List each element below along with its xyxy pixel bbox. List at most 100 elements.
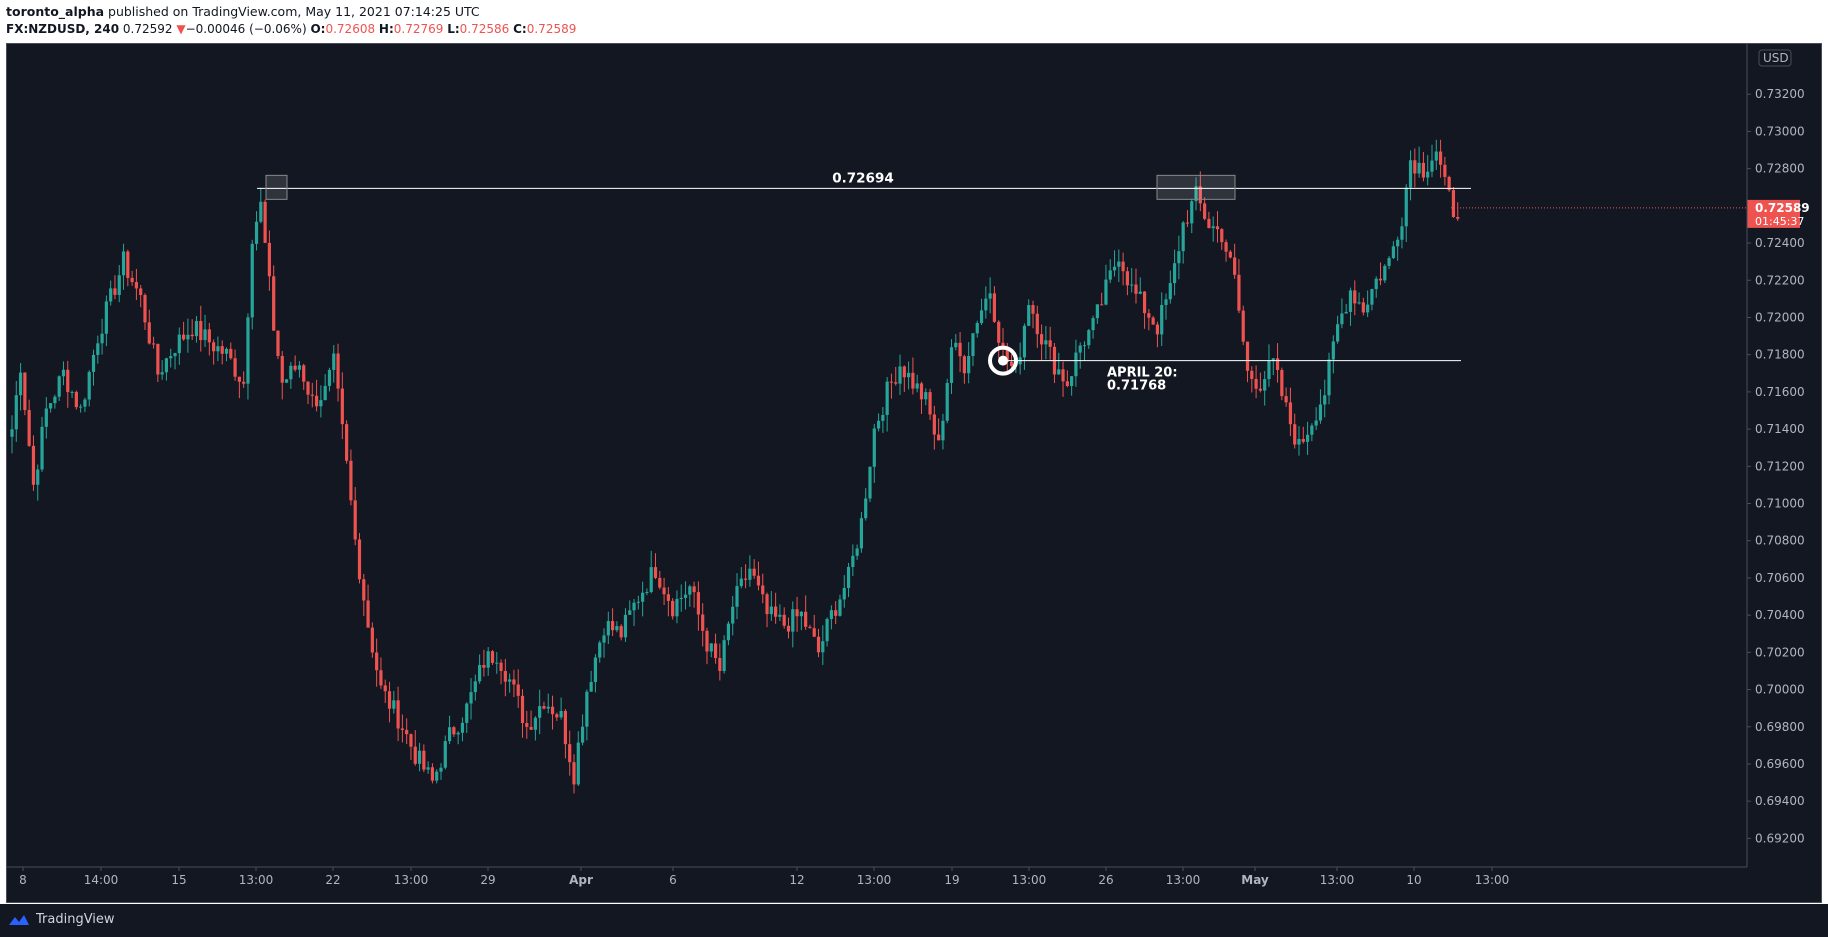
candle-up xyxy=(173,353,177,357)
candle-down xyxy=(1421,162,1426,178)
candle-up xyxy=(79,406,83,408)
candle-up xyxy=(585,691,589,727)
candle-down xyxy=(1155,324,1160,335)
candle-down xyxy=(276,330,280,357)
candle-up xyxy=(825,619,829,642)
candle-up xyxy=(679,597,683,599)
x-tick-label: 14:00 xyxy=(84,873,119,887)
candle-up xyxy=(1022,325,1027,358)
candle-down xyxy=(1447,176,1451,191)
tradingview-logo[interactable]: TradingView xyxy=(8,912,115,927)
author-username[interactable]: toronto_alpha xyxy=(6,4,105,19)
candle-up xyxy=(1211,226,1215,229)
candle-up xyxy=(589,682,593,692)
current-price-label: 0.72589 xyxy=(1755,201,1810,215)
candle-down xyxy=(139,288,143,296)
candle-up xyxy=(967,355,971,374)
candle-down xyxy=(1203,203,1207,219)
candle-up xyxy=(1172,263,1177,284)
candle-up xyxy=(1095,304,1099,319)
candle-down xyxy=(701,614,705,631)
candle-up xyxy=(907,372,911,378)
last-price: 0.72592 xyxy=(122,22,173,36)
candle-up xyxy=(100,333,104,344)
candle-up xyxy=(945,382,949,421)
candle-down xyxy=(362,579,366,601)
candle-up xyxy=(254,221,259,244)
candle-down xyxy=(366,600,370,628)
candle-up xyxy=(598,642,602,658)
open-label: O: xyxy=(310,22,326,36)
candle-down xyxy=(555,714,559,718)
candle-up xyxy=(460,722,465,733)
candle-down xyxy=(134,282,139,289)
candle-up xyxy=(1310,425,1314,435)
candle-up xyxy=(941,420,945,441)
candle-down xyxy=(1198,186,1202,204)
candle-down xyxy=(1254,378,1258,389)
candle-down xyxy=(267,242,271,277)
candle-up xyxy=(1130,284,1134,286)
candle-up xyxy=(602,635,606,643)
x-tick-label: 13:00 xyxy=(394,873,429,887)
candle-up xyxy=(1177,251,1181,264)
candle-up xyxy=(984,298,988,311)
y-tick-label: 0.71000 xyxy=(1755,497,1805,511)
y-tick-label: 0.72400 xyxy=(1755,236,1805,250)
candle-up xyxy=(628,610,632,615)
x-tick-label: 10 xyxy=(1406,873,1421,887)
candle-up xyxy=(1271,358,1275,361)
y-tick-label: 0.70000 xyxy=(1755,683,1805,697)
candle-down xyxy=(147,322,151,344)
candle-down xyxy=(696,592,700,615)
candle-down xyxy=(658,577,662,588)
candle-down xyxy=(156,343,160,375)
candle-up xyxy=(1117,261,1121,267)
candle-down xyxy=(919,383,924,400)
candle-up xyxy=(868,466,872,499)
candle-up xyxy=(1396,239,1400,247)
candle-up xyxy=(495,662,499,664)
candle-down xyxy=(911,372,915,389)
chart-area[interactable]: 0.72694 APRIL 20: 0.71768 0.72589 01:45:37 0… xyxy=(6,43,1822,903)
candle-down xyxy=(1378,278,1383,281)
candle-down xyxy=(199,320,203,341)
candle-up xyxy=(632,602,636,611)
candle-down xyxy=(1413,160,1417,174)
x-tick-label: 13:00 xyxy=(1475,873,1510,887)
candle-up xyxy=(297,365,302,370)
candle-up xyxy=(576,742,580,785)
candle-down xyxy=(272,276,276,331)
y-tick-label: 0.71400 xyxy=(1755,422,1805,436)
symbol-label[interactable]: FX:NZDUSD, 240 xyxy=(6,22,120,36)
candle-up xyxy=(327,369,332,386)
candle-up xyxy=(580,726,585,743)
candle-down xyxy=(1258,388,1262,391)
candle-down xyxy=(126,251,130,278)
currency-label: USD xyxy=(1763,51,1789,65)
y-tick-label: 0.69600 xyxy=(1755,757,1805,771)
candle-down xyxy=(765,594,769,615)
candle-down xyxy=(130,277,134,283)
candle-down xyxy=(396,700,400,729)
candle-down xyxy=(756,575,761,586)
publish-info: toronto_alpha published on TradingView.c… xyxy=(6,4,480,19)
candle-up xyxy=(417,750,422,764)
candle-up xyxy=(1160,304,1164,335)
x-tick-label: 22 xyxy=(325,873,340,887)
candle-up xyxy=(1404,187,1408,227)
candle-up xyxy=(284,379,289,383)
candle-up xyxy=(975,323,979,334)
candle-up xyxy=(456,732,460,735)
y-tick-label: 0.69400 xyxy=(1755,794,1805,808)
candle-down xyxy=(233,358,237,377)
candle-up xyxy=(731,606,735,624)
y-tick-label: 0.73000 xyxy=(1755,124,1805,138)
candle-up xyxy=(186,334,190,340)
candle-up xyxy=(778,614,782,617)
candle-up xyxy=(508,679,512,682)
candle-up xyxy=(1078,345,1082,353)
candle-down xyxy=(74,391,78,408)
